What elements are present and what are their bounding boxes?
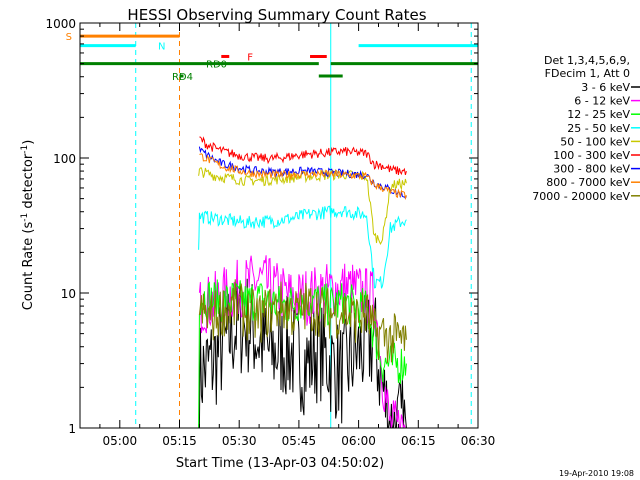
flag-bar-label: S bbox=[66, 32, 72, 43]
flag-bar-label: F bbox=[247, 52, 253, 63]
x-axis-label: Start Time (13-Apr-03 04:50:02) bbox=[176, 456, 384, 471]
y-axis-label-part: ) bbox=[21, 140, 36, 145]
flag-bar-label: RD0 bbox=[206, 60, 227, 71]
series-line bbox=[198, 278, 407, 429]
y-axis-label-part: Count Rate (s bbox=[21, 222, 36, 311]
legend-header-line: Det 1,3,4,5,6,9, bbox=[544, 54, 630, 67]
legend-entry-label: 300 - 800 keV bbox=[553, 163, 630, 176]
series-layer bbox=[198, 136, 407, 429]
series-line bbox=[198, 279, 407, 363]
x-tick-label: 05:00 bbox=[103, 434, 138, 448]
y-axis-label-sup: -1 bbox=[20, 145, 30, 154]
legend-entry-label: 25 - 50 keV bbox=[567, 122, 630, 135]
legend-header-line: FDecim 1, Att 0 bbox=[545, 67, 630, 80]
flag-bar-label: N bbox=[158, 42, 165, 53]
y-axis-ticks: 1 10 100 1000 bbox=[45, 17, 478, 436]
y-tick-label: 10 bbox=[61, 287, 76, 301]
y-tick-label: 100 bbox=[53, 152, 76, 166]
flag-bars: S N F RD0 RD4 bbox=[66, 32, 478, 83]
y-tick-label: 1000 bbox=[45, 17, 76, 31]
series-line bbox=[198, 279, 407, 429]
x-tick-label: 06:15 bbox=[401, 434, 436, 448]
legend-entry-label: 7000 - 20000 keV bbox=[532, 190, 630, 203]
legend-entry-label: 3 - 6 keV bbox=[581, 81, 630, 94]
legend-entry-label: 50 - 100 keV bbox=[560, 135, 630, 148]
legend-entry-label: 12 - 25 keV bbox=[567, 108, 630, 121]
legend: Det 1,3,4,5,6,9, FDecim 1, Att 0 3 - 6 k… bbox=[532, 54, 640, 203]
series-line bbox=[199, 136, 407, 176]
flag-bar-label: RD4 bbox=[172, 72, 193, 83]
x-tick-label: 06:00 bbox=[341, 434, 376, 448]
legend-entry-label: 800 - 7000 keV bbox=[546, 176, 630, 189]
y-axis-label: Count Rate (s-1 detector-1) bbox=[20, 140, 36, 311]
plot-area bbox=[135, 23, 472, 428]
y-axis-label-sup: -1 bbox=[20, 213, 30, 222]
footer-date: 19-Apr-2010 19:08 bbox=[559, 469, 634, 478]
chart-title: HESSI Observing Summary Count Rates bbox=[127, 6, 426, 24]
x-tick-label: 05:15 bbox=[162, 434, 197, 448]
x-tick-label: 05:45 bbox=[282, 434, 317, 448]
x-tick-label: 06:30 bbox=[461, 434, 496, 448]
x-axis-ticks: 05:00 05:15 05:30 05:45 06:00 06:15 06:30 bbox=[79, 23, 496, 448]
series-line bbox=[199, 153, 407, 201]
legend-entry-label: 6 - 12 keV bbox=[574, 95, 630, 108]
series-line bbox=[198, 205, 407, 289]
x-tick-label: 05:30 bbox=[222, 434, 257, 448]
y-axis-label-part: detector bbox=[21, 153, 36, 213]
y-tick-label: 1 bbox=[68, 422, 76, 436]
legend-entry-label: 100 - 300 keV bbox=[553, 149, 630, 162]
